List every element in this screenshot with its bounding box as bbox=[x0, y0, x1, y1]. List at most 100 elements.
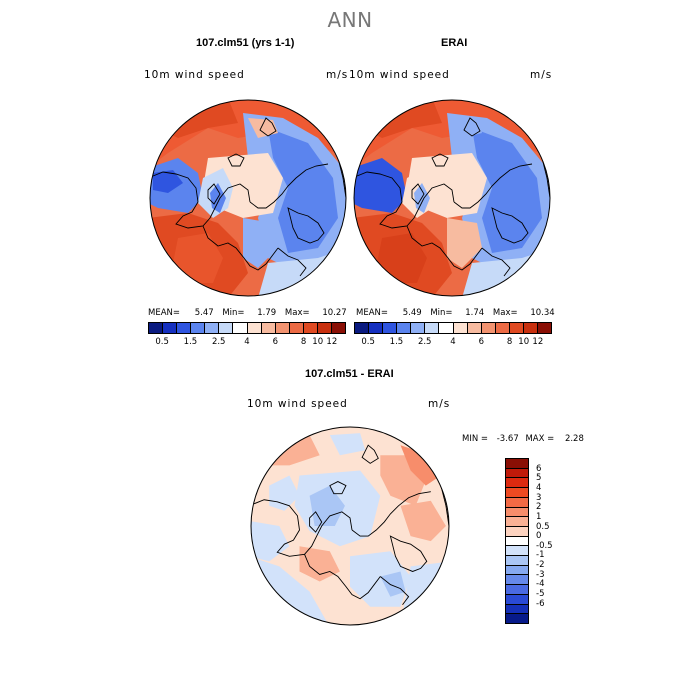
colorbar-swatch bbox=[275, 323, 290, 333]
colorbar-tick-label: -6 bbox=[536, 598, 545, 609]
colorbar-swatch bbox=[163, 323, 178, 333]
panel1-stats: MEAN= 5.47 Min= 1.79 Max= 10.27 bbox=[148, 308, 347, 318]
panel2-units: m/s bbox=[530, 69, 553, 81]
colorbar-swatch bbox=[191, 323, 206, 333]
colorbar-swatch bbox=[317, 323, 333, 333]
panel2-colorbar-ticks: 0.5 1.5 2.5 4 6 8 10 12 bbox=[354, 337, 552, 349]
colorbar-swatch bbox=[506, 478, 528, 489]
panel2-polar-map bbox=[353, 99, 551, 297]
colorbar-swatch bbox=[506, 507, 528, 518]
colorbar-swatch bbox=[369, 323, 384, 333]
colorbar-swatch bbox=[506, 556, 528, 566]
colorbar-tick-label: 5 bbox=[536, 473, 542, 484]
colorbar-swatch bbox=[506, 526, 528, 537]
colorbar-tick-label: 3 bbox=[536, 492, 542, 503]
colorbar-swatch bbox=[506, 546, 528, 557]
panel1-min-label: Min= bbox=[222, 308, 245, 318]
colorbar-swatch bbox=[205, 323, 220, 333]
colorbar-tick-label: -2 bbox=[536, 560, 545, 571]
panel1-max-value: 10.27 bbox=[322, 308, 347, 318]
colorbar-tick-label: 2 bbox=[536, 502, 542, 513]
panel1-colorbar-ticks: 0.5 1.5 2.5 4 6 8 10 12 bbox=[148, 337, 346, 349]
colorbar-tick-label: 4 bbox=[536, 482, 542, 493]
colorbar-tick-label: 2.5 bbox=[417, 337, 432, 347]
panel2-max-value: 10.34 bbox=[530, 308, 555, 318]
colorbar-swatch bbox=[481, 323, 496, 333]
colorbar-swatch bbox=[538, 323, 552, 333]
colorbar-tick-label: -3 bbox=[536, 569, 545, 580]
colorbar-swatch bbox=[506, 497, 528, 508]
colorbar-tick-label: -4 bbox=[536, 579, 545, 590]
colorbar-swatch bbox=[495, 323, 510, 333]
colorbar-tick-label: -5 bbox=[536, 589, 545, 600]
colorbar-tick-label: 2.5 bbox=[211, 337, 226, 347]
panel1-colorbar bbox=[148, 322, 346, 334]
panel1-polar-map bbox=[149, 99, 347, 297]
panel3-max-label: MAX = bbox=[525, 434, 555, 444]
panel3-stats: MIN = -3.67 MAX = 2.28 bbox=[462, 434, 584, 444]
colorbar-swatch bbox=[523, 323, 539, 333]
colorbar-tick-label: 10 bbox=[518, 337, 530, 347]
panel3-max-value: 2.28 bbox=[564, 434, 584, 444]
panel1-field-label: 10m wind speed bbox=[144, 69, 245, 81]
colorbar-tick-label: 10 bbox=[312, 337, 324, 347]
colorbar-tick-label: 6 bbox=[272, 337, 278, 347]
colorbar-swatch bbox=[177, 323, 192, 333]
colorbar-tick-label: -0.5 bbox=[536, 540, 553, 551]
colorbar-swatch bbox=[383, 323, 398, 333]
colorbar-tick-label: 6 bbox=[478, 337, 484, 347]
colorbar-swatch bbox=[506, 585, 528, 595]
panel2-stats: MEAN= 5.49 Min= 1.74 Max= 10.34 bbox=[356, 308, 555, 318]
colorbar-swatch bbox=[247, 323, 262, 333]
panel2-min-label: Min= bbox=[430, 308, 453, 318]
panel3-min-label: MIN = bbox=[462, 434, 489, 444]
colorbar-tick-label: 12 bbox=[532, 337, 544, 347]
panel2-mean-label: MEAN= bbox=[356, 308, 388, 318]
colorbar-swatch bbox=[219, 323, 234, 333]
colorbar-tick-label: 4 bbox=[244, 337, 250, 347]
colorbar-swatch bbox=[506, 565, 528, 576]
panel2-title: ERAI bbox=[441, 37, 468, 49]
colorbar-tick-label: 1.5 bbox=[183, 337, 198, 347]
colorbar-swatch bbox=[303, 323, 318, 333]
colorbar-tick-label: 0.5 bbox=[155, 337, 169, 347]
panel3-title: 107.clm51 - ERAI bbox=[305, 368, 394, 380]
colorbar-tick-label: 6 bbox=[536, 463, 542, 474]
colorbar-tick-label: 0.5 bbox=[361, 337, 375, 347]
panel3-field-label: 10m wind speed bbox=[247, 398, 348, 410]
colorbar-tick-label: 8 bbox=[506, 337, 513, 347]
panel3-min-value: -3.67 bbox=[496, 434, 519, 444]
panel2-min-value: 1.74 bbox=[465, 308, 485, 318]
colorbar-tick-label: 0.5 bbox=[536, 521, 550, 532]
panel2-field-label: 10m wind speed bbox=[349, 69, 450, 81]
panel1-units: m/s bbox=[326, 69, 349, 81]
colorbar-swatch bbox=[506, 468, 528, 479]
colorbar-tick-label: -1 bbox=[536, 550, 545, 561]
panel1-min-value: 1.79 bbox=[257, 308, 277, 318]
colorbar-swatch bbox=[453, 323, 468, 333]
colorbar-swatch bbox=[289, 323, 304, 333]
colorbar-swatch bbox=[506, 614, 528, 623]
colorbar-tick-label: 1.5 bbox=[389, 337, 404, 347]
panel2-max-label: Max= bbox=[492, 308, 518, 318]
colorbar-swatch bbox=[506, 575, 528, 586]
colorbar-swatch bbox=[439, 323, 454, 333]
colorbar-swatch bbox=[506, 536, 528, 547]
panel2-colorbar bbox=[354, 322, 552, 334]
colorbar-swatch bbox=[397, 323, 412, 333]
colorbar-swatch bbox=[149, 323, 164, 333]
colorbar-tick-label: 12 bbox=[326, 337, 338, 347]
colorbar-swatch bbox=[506, 517, 528, 527]
panel3-polar-map bbox=[250, 426, 450, 626]
colorbar-swatch bbox=[233, 323, 248, 333]
colorbar-swatch bbox=[506, 604, 528, 615]
colorbar-tick-label: 0 bbox=[536, 531, 542, 542]
panel3-units: m/s bbox=[428, 398, 451, 410]
colorbar-swatch bbox=[506, 488, 528, 498]
colorbar-swatch bbox=[509, 323, 524, 333]
colorbar-tick-label: 1 bbox=[536, 511, 542, 522]
colorbar-swatch bbox=[261, 323, 276, 333]
panel1-title: 107.clm51 (yrs 1-1) bbox=[196, 37, 295, 49]
panel1-max-label: Max= bbox=[284, 308, 310, 318]
panel1-mean-label: MEAN= bbox=[148, 308, 180, 318]
